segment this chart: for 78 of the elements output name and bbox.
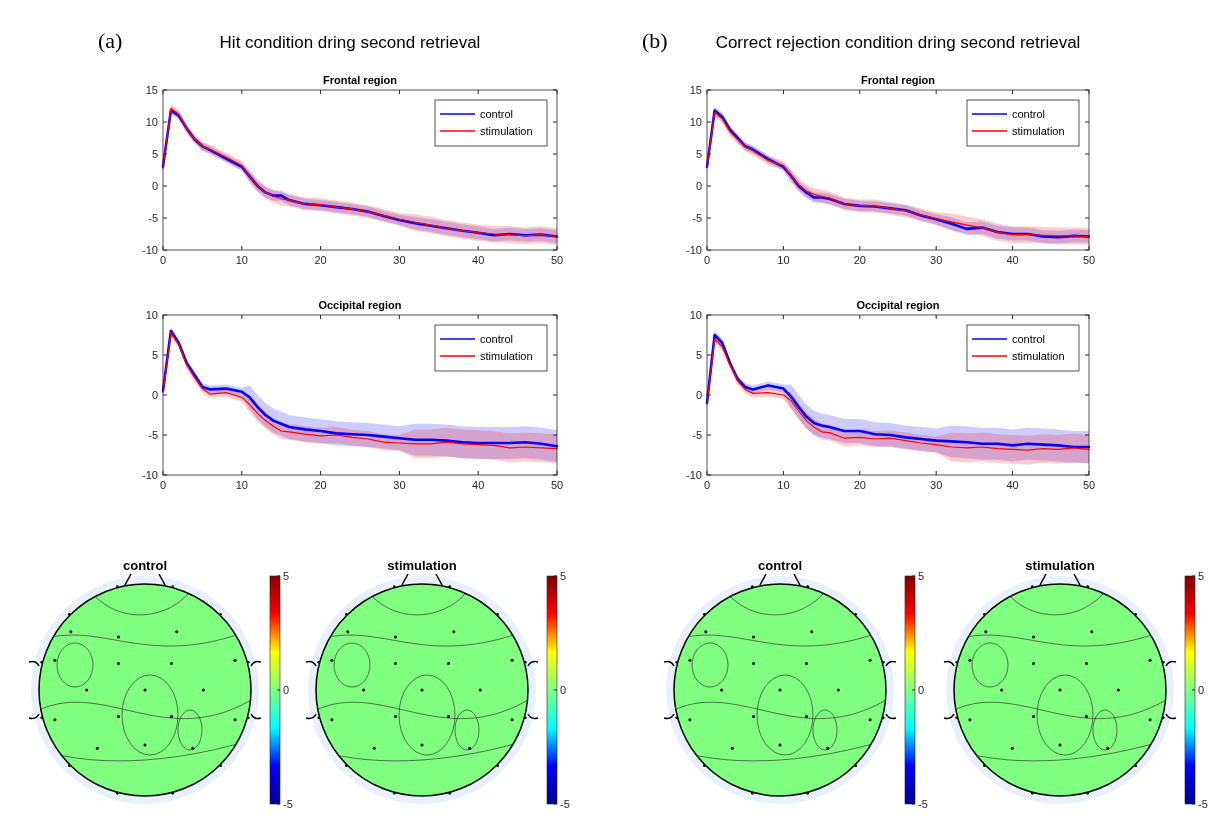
text: 0	[1198, 684, 1205, 696]
chart-title: Frontal region	[323, 74, 398, 86]
y-tick-label: 5	[695, 349, 702, 361]
x-tick-label: 50	[550, 254, 564, 266]
legend-label: stimulation	[1012, 125, 1065, 137]
text: 0	[918, 684, 925, 696]
text: control	[122, 558, 168, 573]
chart-title: Occipital region	[318, 299, 402, 311]
legend-label: control	[480, 333, 514, 345]
x-tick-label: 20	[314, 479, 327, 491]
y-tick-label: 5	[695, 148, 702, 160]
x-tick-label: 50	[1082, 254, 1096, 266]
text: 5	[918, 570, 925, 582]
text: 5	[560, 570, 567, 582]
chart-title: Frontal region	[861, 74, 936, 86]
x-tick-label: 20	[853, 254, 866, 266]
x-tick-label: 10	[235, 254, 248, 266]
x-tick-label: 50	[1082, 479, 1096, 491]
y-tick-label: -5	[692, 212, 702, 224]
y-tick-label: -5	[148, 429, 158, 441]
x-tick-label: 40	[1006, 254, 1019, 266]
legend-label: stimulation	[480, 350, 533, 362]
y-tick-label: -5	[148, 212, 158, 224]
x-tick-label: 10	[777, 479, 790, 491]
text: stimulation	[387, 558, 457, 573]
x-tick-label: 20	[314, 254, 327, 266]
x-tick-label: 30	[393, 479, 406, 491]
x-tick-label: 40	[1006, 479, 1019, 491]
y-tick-label: 5	[151, 349, 158, 361]
text: (b)	[642, 28, 668, 53]
y-tick-label: -5	[692, 429, 702, 441]
text: 5	[283, 570, 290, 582]
y-tick-label: -10	[142, 469, 158, 481]
text: (a)	[98, 28, 123, 53]
text: -5	[283, 798, 293, 810]
text: 5	[1198, 570, 1205, 582]
x-tick-label: 20	[853, 479, 866, 491]
y-tick-label: -10	[686, 469, 702, 481]
legend-label: control	[480, 108, 514, 120]
y-tick-label: 10	[689, 309, 702, 321]
y-tick-label: 10	[145, 116, 158, 128]
text: 0	[560, 684, 567, 696]
x-tick-label: 30	[930, 479, 943, 491]
text: stimulation	[1025, 558, 1095, 573]
y-tick-label: 0	[151, 389, 158, 401]
text: Hit condition dring second retrieval	[219, 33, 481, 52]
y-tick-label: -10	[686, 244, 702, 256]
x-tick-label: 10	[235, 479, 248, 491]
x-tick-label: 10	[777, 254, 790, 266]
text: -5	[1198, 798, 1208, 810]
y-tick-label: 10	[689, 116, 702, 128]
legend-label: control	[1012, 333, 1046, 345]
x-tick-label: 30	[393, 254, 406, 266]
x-tick-label: 40	[472, 254, 485, 266]
text: -5	[918, 798, 928, 810]
chart-title: Occipital region	[856, 299, 940, 311]
y-tick-label: 0	[151, 180, 158, 192]
x-tick-label: 0	[703, 479, 711, 491]
text: control	[757, 558, 803, 573]
y-tick-label: 15	[689, 84, 702, 96]
x-tick-label: 30	[930, 254, 943, 266]
x-tick-label: 40	[472, 479, 485, 491]
x-tick-label: 0	[159, 479, 167, 491]
legend-label: stimulation	[1012, 350, 1065, 362]
y-tick-label: 5	[151, 148, 158, 160]
legend-label: control	[1012, 108, 1046, 120]
y-tick-label: -10	[142, 244, 158, 256]
x-tick-label: 50	[550, 479, 564, 491]
text: 0	[283, 684, 290, 696]
text: Correct rejection condition dring second retrieval	[715, 33, 1081, 52]
y-tick-label: 15	[145, 84, 158, 96]
text: -5	[560, 798, 570, 810]
y-tick-label: 10	[145, 309, 158, 321]
legend-label: stimulation	[480, 125, 533, 137]
x-tick-label: 0	[159, 254, 167, 266]
y-tick-label: 0	[695, 389, 702, 401]
x-tick-label: 0	[703, 254, 711, 266]
y-tick-label: 0	[695, 180, 702, 192]
